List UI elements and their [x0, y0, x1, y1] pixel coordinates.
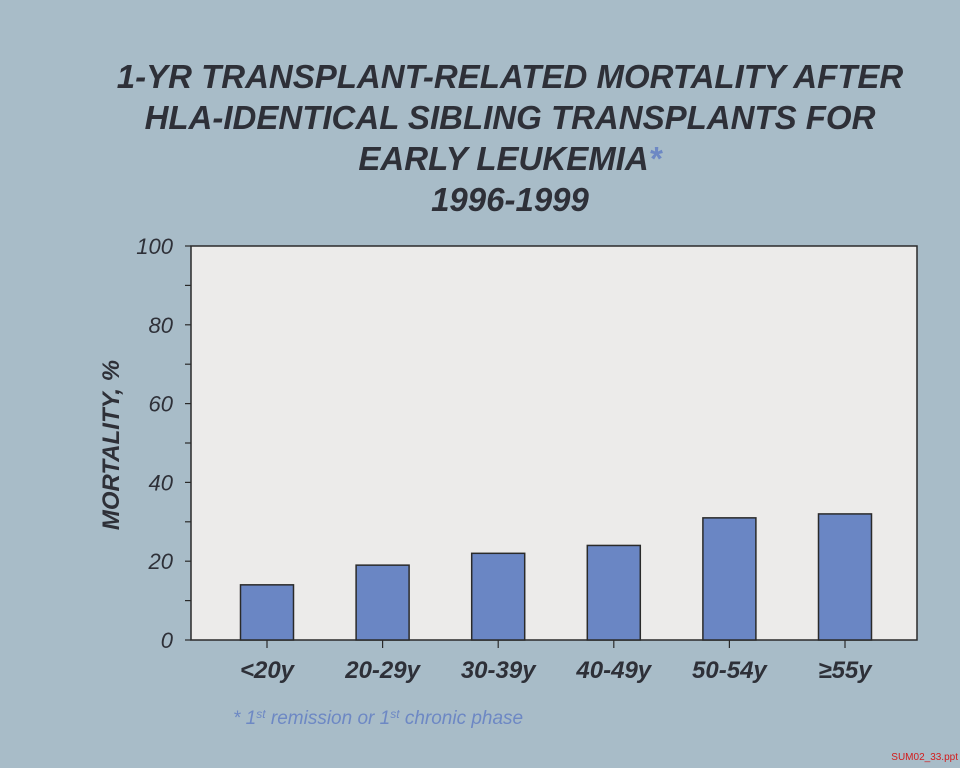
y-axis-label: MORTALITY, % — [98, 360, 125, 530]
title-line-3: EARLY LEUKEMIA — [358, 140, 649, 177]
x-tick-label: <20y — [240, 657, 296, 684]
y-tick-label: 80 — [149, 313, 174, 338]
bar — [355, 564, 410, 641]
bar — [239, 584, 295, 641]
title-line-1: 1-YR TRANSPLANT-RELATED MORTALITY AFTER — [116, 58, 904, 95]
footnote-middle: remission or 1 — [265, 708, 391, 729]
footnote-sup-1: st — [256, 707, 266, 721]
footnote: * 1st remission or 1st chronic phase — [233, 707, 524, 730]
bar — [470, 552, 526, 641]
title-line-2: HLA-IDENTICAL SIBLING TRANSPLANTS FOR — [144, 99, 876, 136]
x-tick-label: ≥55y — [818, 657, 873, 684]
x-tick-label: 30-39y — [461, 657, 537, 684]
footnote-sup-2: st — [390, 707, 400, 721]
x-tick-label: 50-54y — [692, 657, 768, 684]
y-tick-label: 100 — [136, 234, 173, 259]
y-tick-label: 0 — [161, 628, 174, 653]
plot-area — [190, 245, 918, 641]
title-asterisk: * — [648, 140, 662, 177]
footnote-prefix: * 1 — [233, 708, 257, 729]
bar — [586, 544, 642, 641]
bar — [817, 513, 873, 641]
y-tick-label: 60 — [149, 392, 174, 417]
x-tick-label: 20-29y — [344, 657, 421, 684]
file-tag: SUM02_33.ppt — [891, 752, 958, 763]
y-tick-label: 40 — [149, 470, 174, 495]
footnote-suffix: chronic phase — [399, 708, 524, 729]
y-tick-label: 20 — [148, 549, 174, 574]
x-tick-label: 40-49y — [575, 657, 652, 684]
chart-title: 1-YR TRANSPLANT-RELATED MORTALITY AFTER … — [60, 56, 960, 220]
bar — [702, 517, 757, 641]
title-years: 1996-1999 — [431, 181, 589, 218]
